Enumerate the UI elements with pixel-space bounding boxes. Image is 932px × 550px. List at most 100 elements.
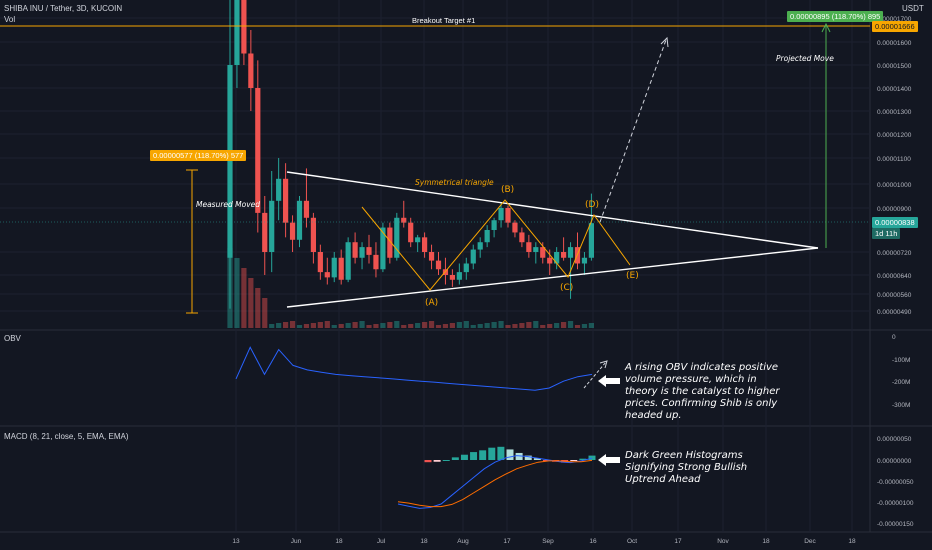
candle-body: [241, 0, 247, 54]
candle-body: [463, 263, 469, 273]
candle-body: [435, 260, 442, 270]
volume-bar: [408, 324, 414, 328]
price-tick-label: 0.00001000: [877, 182, 912, 189]
volume-bar: [234, 258, 240, 328]
macd-histogram-bar: [451, 457, 459, 460]
obv-axis: 0 -100M -200M -300M: [892, 334, 910, 409]
obv-annotation-line-4: prices. Confirming Shib is only: [625, 398, 778, 409]
candle-body: [283, 178, 289, 223]
macd-tick-label: -0.00000150: [877, 521, 914, 528]
macd-histogram-bar: [588, 455, 596, 460]
volume-bar: [428, 321, 435, 328]
price-tick-label: 0.00001200: [877, 132, 912, 139]
time-tick-label: Aug: [457, 538, 469, 545]
obv-title: OBV: [4, 334, 21, 343]
candle-body: [255, 88, 261, 213]
candle-body: [269, 200, 275, 252]
volume-bars: [227, 248, 594, 328]
wave-e-label: (E): [626, 271, 639, 281]
macd-histogram: [424, 446, 596, 463]
volume-bar: [470, 325, 476, 328]
candle-body: [547, 257, 553, 264]
candle-body: [505, 208, 511, 223]
volume-bar: [387, 322, 393, 328]
volume-bar: [540, 325, 546, 328]
candle-body: [276, 178, 282, 201]
volume-bar: [338, 324, 344, 328]
candle-body: [449, 275, 455, 280]
obv-tick-label: 0: [892, 334, 896, 341]
price-tick-label: 0.00000720: [877, 250, 912, 257]
projected-move-label: Projected Move: [776, 54, 834, 63]
obv-projection-arrowhead: [599, 360, 608, 369]
candle-body: [345, 242, 351, 280]
volume-bar: [296, 325, 303, 328]
volume-bar: [512, 324, 518, 328]
time-tick-label: 18: [848, 538, 856, 545]
price-tick-label: 0.00000490: [877, 309, 912, 316]
candle-body: [394, 217, 400, 258]
volume-bar: [255, 288, 261, 328]
obv-line: [235, 346, 593, 391]
volume-bar: [491, 322, 497, 328]
projection-tag: 0.00000895 (118.70%) 895: [787, 11, 884, 22]
price-tick-label: 0.00001600: [877, 40, 912, 47]
macd-annotation-line-1: Dark Green Histograms: [625, 450, 743, 461]
time-tick-label: Jul: [377, 538, 386, 545]
volume-bar: [456, 322, 462, 328]
volume-bar: [317, 322, 323, 328]
signal-line: [397, 459, 593, 508]
volume-bar: [269, 324, 275, 328]
macd-tick-label: -0.00000100: [877, 500, 914, 507]
breakout-projection-arrowhead: [660, 36, 669, 48]
symmetrical-triangle-label: Symmetrical triangle: [415, 178, 494, 187]
volume-bar: [581, 324, 588, 328]
macd-histogram-bar: [424, 460, 432, 463]
time-tick-label: 18: [420, 538, 428, 545]
candle-body: [352, 242, 358, 258]
candle-body: [484, 230, 490, 243]
triangle-upper-line: [286, 171, 819, 249]
last-price-tag: 0.00000838: [872, 217, 918, 228]
measure-tag: 0.00000577 (118.70%) 577: [150, 150, 247, 161]
obv-annotation: A rising OBV indicates positive volume p…: [625, 362, 779, 422]
volume-bar: [373, 324, 379, 328]
macd-pointer-arrow: [598, 454, 620, 466]
volume-bar: [554, 323, 560, 328]
macd-axis: 0.00000050 0.00000000 -0.00000050 -0.000001…: [877, 436, 914, 528]
obv-annotation-line-3: theory is the catalyst to higher: [625, 386, 780, 397]
time-tick-label: Oct: [627, 538, 637, 545]
symbol-title: SHIBA INU / Tether, 3D, KUCOIN: [4, 4, 123, 13]
macd-histogram-bar: [579, 458, 587, 460]
volume-bar: [561, 322, 567, 328]
volume-bar: [574, 325, 581, 328]
macd-tick-label: 0.00000000: [877, 458, 912, 465]
macd-histogram-bar: [479, 450, 487, 460]
candle-body: [324, 272, 330, 278]
volume-bar: [359, 321, 365, 328]
candle-body: [317, 252, 323, 273]
time-tick-label: 13: [232, 538, 240, 545]
candle-body: [310, 217, 316, 252]
volume-bar: [477, 324, 483, 328]
volume-bar: [331, 325, 337, 328]
volume-bar: [352, 322, 358, 328]
candle-body: [561, 252, 567, 258]
wave-d-label: (D): [585, 200, 599, 210]
volume-bar: [498, 321, 504, 328]
volume-bar: [289, 321, 296, 328]
candle-body: [331, 257, 337, 278]
time-tick-label: 16: [589, 538, 597, 545]
volume-bar: [567, 321, 574, 328]
volume-bar: [588, 323, 594, 328]
candle-body: [262, 212, 268, 252]
volume-bar: [401, 325, 407, 328]
macd-histogram-bar: [488, 447, 496, 460]
macd-histogram-bar: [542, 460, 550, 461]
candle-body: [366, 247, 372, 255]
macd-tick-label: 0.00000050: [877, 436, 912, 443]
volume-bar: [241, 268, 247, 328]
volume-bar: [248, 278, 254, 328]
candle-body: [554, 252, 560, 264]
